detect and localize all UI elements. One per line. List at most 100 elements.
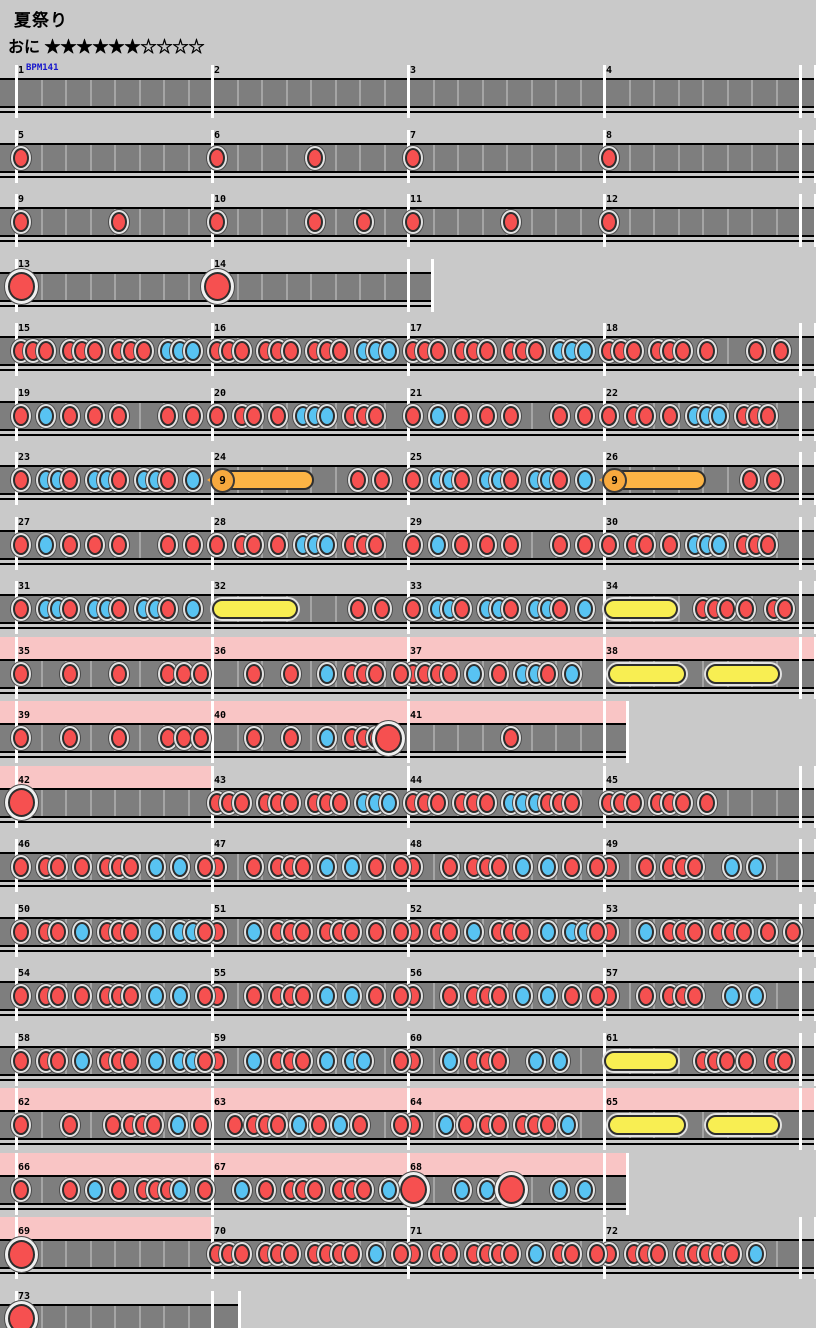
beat-subline (579, 725, 582, 751)
ka-note (723, 857, 740, 877)
beat-subline (653, 209, 655, 235)
beat-subline (285, 209, 288, 235)
beat-subline (530, 725, 533, 751)
don-note (160, 405, 176, 426)
measure-number: 57 (606, 968, 619, 979)
beat-subline (432, 209, 435, 235)
don-note (176, 663, 193, 684)
don-note (86, 534, 103, 555)
balloon-note: 9 (602, 468, 627, 493)
don-note (123, 921, 140, 942)
don-note (233, 341, 250, 361)
measure-number: 45 (606, 774, 619, 786)
beat-subline (261, 854, 263, 880)
don-note (540, 1115, 557, 1135)
row-edge-line (814, 387, 816, 441)
don-note (13, 663, 29, 684)
beat-subline (457, 1047, 459, 1074)
beat-subline (236, 983, 239, 1009)
beat-subline (726, 531, 729, 558)
ka-note (319, 405, 336, 426)
measure-number: 60 (410, 1032, 423, 1044)
beat-subline (138, 1047, 141, 1074)
don-note (62, 728, 78, 748)
drumroll-bar (607, 663, 687, 684)
beat-subline (383, 402, 386, 429)
don-note (160, 470, 176, 490)
beat-subline (114, 144, 116, 171)
beat-subline (677, 596, 680, 622)
don-note (625, 341, 642, 361)
beat-subline (555, 725, 557, 751)
bpm-label: BPM141 (26, 63, 59, 73)
beat-subline (163, 144, 165, 171)
beat-subline (310, 983, 312, 1009)
beat-subline (310, 273, 312, 300)
beat-subline (457, 144, 459, 171)
measure-barline (407, 258, 410, 312)
don-note (160, 728, 176, 748)
beat-subline (138, 273, 141, 300)
don-note (552, 470, 568, 490)
ka-note (319, 986, 336, 1006)
don-note (699, 792, 715, 813)
don-note (405, 405, 421, 426)
beat-subline (138, 144, 141, 171)
beat-subline (359, 983, 361, 1009)
beat-subline (359, 144, 361, 171)
beat-subline (726, 338, 729, 364)
don-note (588, 921, 605, 942)
beat-subline (457, 80, 459, 106)
don-note (490, 1050, 507, 1071)
beat-subline (310, 1047, 312, 1074)
don-note (503, 470, 519, 490)
beat-subline (653, 144, 655, 171)
don-note (392, 857, 409, 877)
don-note (478, 534, 495, 555)
beat-subline (359, 854, 361, 880)
don-note (49, 921, 66, 942)
beat-subline (163, 854, 165, 880)
don-note (294, 1050, 311, 1071)
beat-subline (579, 789, 582, 816)
beat-subline (261, 725, 263, 751)
measure-number: 38 (606, 645, 619, 657)
don-note (62, 1179, 78, 1200)
beat-subline (555, 983, 557, 1009)
don-note (772, 341, 789, 361)
beat-subline (89, 854, 92, 880)
ka-note (356, 1050, 372, 1071)
beat-subline (138, 854, 141, 880)
beat-subline (261, 983, 263, 1009)
measure-number: 19 (18, 387, 31, 399)
measure-number: 47 (214, 839, 227, 850)
ka-note (332, 1115, 349, 1135)
beat-subline (138, 983, 141, 1009)
beat-subline (359, 80, 361, 106)
don-note (13, 599, 29, 619)
beat-subline (138, 918, 141, 945)
don-note (49, 1050, 66, 1071)
beat-subline (775, 983, 778, 1009)
row-edge-line (814, 581, 816, 634)
don-note (352, 1115, 369, 1135)
beat-subline (579, 660, 582, 687)
beat-subline (579, 854, 582, 880)
big-don-note (7, 1239, 35, 1269)
don-note (350, 599, 367, 619)
beat-subline (310, 660, 312, 687)
beat-subline (579, 1112, 582, 1138)
ka-note (319, 728, 336, 748)
beat-subline (702, 983, 704, 1009)
beat-subline (432, 1047, 435, 1074)
don-note (196, 986, 213, 1006)
beat-subline (187, 1305, 190, 1328)
beat-subline (65, 209, 67, 235)
beat-subline (775, 144, 778, 171)
measure-number: 59 (214, 1032, 227, 1044)
don-note (368, 986, 385, 1006)
beat-subline (383, 983, 386, 1009)
track-shadow-line (0, 1207, 628, 1210)
beat-subline (530, 531, 533, 558)
don-note (13, 534, 29, 555)
